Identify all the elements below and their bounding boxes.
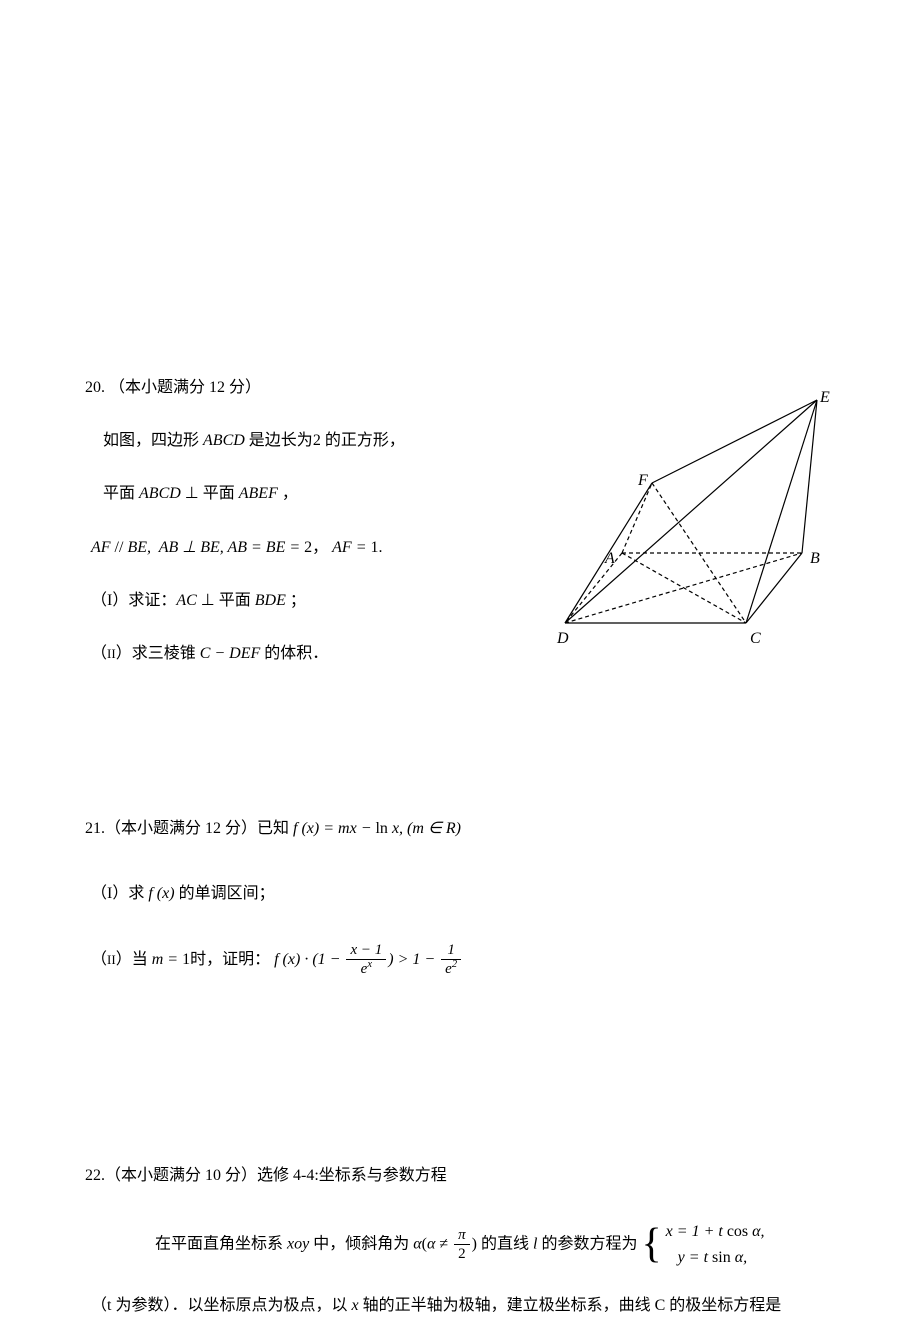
p20-l3-period: .	[379, 539, 383, 556]
problem-22: 22.（本小题满分 10 分）选修 4-4:坐标系与参数方程 在平面直角坐标系 …	[85, 1158, 835, 1323]
geometry-diagram: A B C D E F	[555, 380, 845, 655]
p20-line1: 如图，四边形 ABCD 是边长为2 的正方形，	[103, 423, 505, 458]
p20-l2-abef: ABEF	[239, 485, 278, 502]
p20-p1-bde: BDE	[255, 592, 286, 609]
p21-p1-end: 的单调区间；	[175, 885, 275, 902]
p21-p1-label: （I）求	[91, 885, 148, 902]
p20-l3-comma: ，	[312, 539, 328, 556]
p21-p2-expr: f (x) · (1 − x − 1 ex ) > 1 − 1 e2	[274, 951, 463, 968]
p20-number: 20.	[85, 379, 105, 396]
svg-text:D: D	[556, 630, 569, 647]
p20-part1: （I）求证：AC ⊥ 平面 BDE ；	[91, 583, 505, 618]
problem-21: 21.（本小题满分 12 分）已知 f (x) = mx − ln x, (m …	[85, 811, 835, 978]
p20-l2-abcd: ABCD	[139, 485, 181, 502]
svg-text:C: C	[750, 630, 761, 647]
p20-l2-perp: ⊥ 平面	[181, 485, 239, 502]
p22-l1-xoy: xoy	[287, 1235, 309, 1252]
p21-part1: （I）求 f (x) 的单调区间；	[91, 876, 835, 911]
p21-func: f (x) = mx − ln x, (m ∈ R)	[293, 820, 461, 837]
p20-p2-var: C − DEF	[200, 645, 261, 662]
p20-l3-math: AF // BE, AB ⊥ BE, AB = BE = 2	[91, 539, 312, 556]
p20-header: 20. （本小题满分 12 分）	[85, 370, 505, 405]
p22-two: 2	[454, 1245, 470, 1263]
p22-l1-prefix: 在平面直角坐标系	[155, 1235, 287, 1252]
svg-text:A: A	[604, 550, 615, 567]
p22-number: 22.	[85, 1167, 105, 1184]
p22-line2: （t 为参数）．以坐标原点为极点，以 x 轴的正半轴为极轴，建立极坐标系，曲线 …	[91, 1288, 835, 1323]
p22-l1-alpha: α	[413, 1235, 421, 1252]
brace-row1: x = 1 + t cos α,	[666, 1219, 765, 1245]
p20-l1-prefix: 如图，四边形	[103, 432, 203, 449]
p20-header-text: （本小题满分 12 分）	[109, 379, 261, 396]
p20-p2-end: 的体积．	[260, 645, 328, 662]
p20-p1-ac: AC	[176, 592, 196, 609]
p20-l1-num: 2	[313, 432, 321, 449]
p21-p1-f: f (x)	[148, 885, 174, 902]
p20-l1-abcd: ABCD	[203, 432, 245, 449]
p21-header: （本小题满分 12 分）已知	[105, 820, 293, 837]
p21-header-line: 21.（本小题满分 12 分）已知 f (x) = mx − ln x, (m …	[85, 811, 835, 846]
p21-part2: （II）（II）当 当 m = 1时，证明： f (x) · (1 − x − …	[91, 942, 835, 978]
p20-l1-mid: 是边长为	[245, 432, 313, 449]
p22-header-line: 22.（本小题满分 10 分）选修 4-4:坐标系与参数方程	[85, 1158, 835, 1193]
p20-line3: AF // BE, AB ⊥ BE, AB = BE = 2， AF = 1.	[91, 530, 505, 565]
p22-header: （本小题满分 10 分）选修 4-4:坐标系与参数方程	[105, 1167, 447, 1184]
p21-number: 21.	[85, 820, 105, 837]
svg-text:B: B	[810, 550, 820, 567]
brace-symbol: {	[641, 1228, 661, 1262]
p22-l1-mid2: 的直线	[477, 1235, 533, 1252]
svg-text:E: E	[819, 389, 830, 406]
p22-line1: 在平面直角坐标系 xoy 中，倾斜角为 α(α ≠ π 2 ) 的直线 l 的参…	[155, 1219, 835, 1270]
p20-part2: （II）求三棱锥 C − DEF 的体积．	[91, 636, 505, 671]
p20-p1-perp: ⊥ 平面	[197, 592, 255, 609]
brace-row2: y = t sin α,	[666, 1245, 765, 1271]
p21-p2-cond: m = 1	[152, 951, 190, 968]
p20-l3-af: AF = 1	[332, 539, 378, 556]
p20-p1-end: ；	[286, 592, 306, 609]
p20-l1-suffix: 的正方形，	[321, 432, 405, 449]
p22-frac-pi2: π 2	[454, 1227, 470, 1263]
p22-l1-mid1: 中，倾斜角为	[309, 1235, 413, 1252]
p20-l2-comma: ，	[278, 485, 298, 502]
p20-line2: 平面 ABCD ⊥ 平面 ABEF ，	[103, 476, 505, 511]
p22-brace: { x = 1 + t cos α, y = t sin α,	[641, 1219, 764, 1270]
p20-l2-prefix: 平面	[103, 485, 139, 502]
p22-pi: π	[458, 1227, 466, 1243]
problem-20: 20. （本小题满分 12 分） 如图，四边形 ABCD 是边长为2 的正方形，…	[85, 370, 835, 671]
svg-text:F: F	[637, 472, 648, 489]
diagram-svg: A B C D E F	[555, 380, 845, 650]
p22-l1-mid3: 的参数方程为	[537, 1235, 641, 1252]
p20-p1-label: （I）求证：	[91, 592, 176, 609]
